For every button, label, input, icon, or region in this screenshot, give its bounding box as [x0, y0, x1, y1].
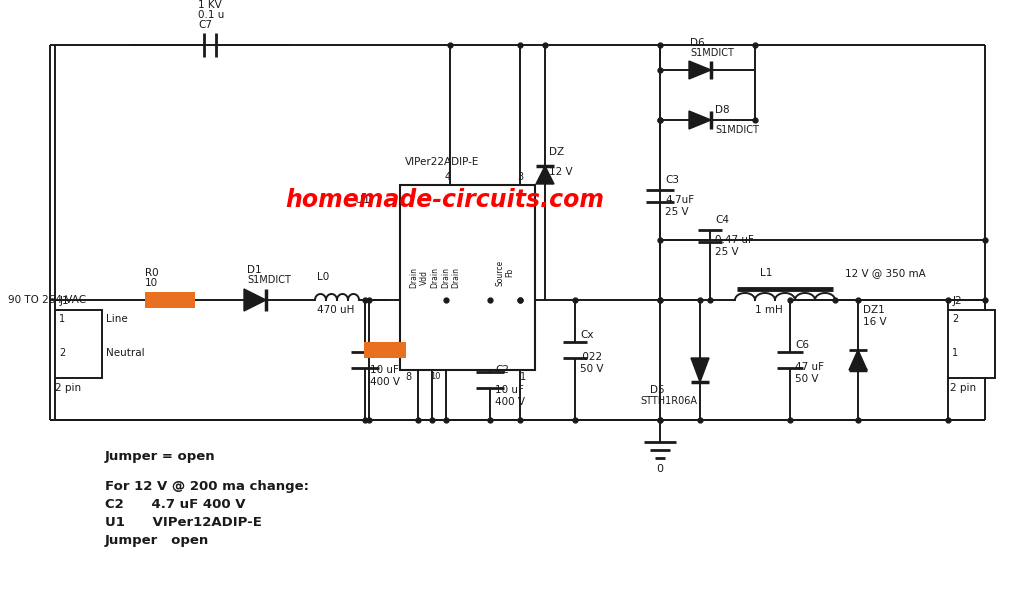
- Text: 2 pin: 2 pin: [950, 383, 976, 393]
- Bar: [400, 185, 535, 370]
- Text: Jumper = open: Jumper = open: [105, 450, 216, 463]
- Text: C4: C4: [715, 215, 729, 225]
- Text: 1 W: 1 W: [145, 298, 165, 308]
- Polygon shape: [689, 111, 711, 129]
- Text: VIPer22ADIP-E: VIPer22ADIP-E: [406, 157, 479, 167]
- Text: DZ1: DZ1: [863, 305, 885, 315]
- Polygon shape: [691, 358, 709, 382]
- Text: .022: .022: [580, 352, 603, 362]
- Text: 10 uF: 10 uF: [370, 365, 399, 375]
- Text: 16 V: 16 V: [863, 317, 887, 327]
- Text: J2: J2: [953, 296, 963, 306]
- Text: 47 uF: 47 uF: [795, 362, 824, 372]
- Text: 1: 1: [520, 372, 526, 382]
- Text: 470 uH: 470 uH: [317, 305, 354, 315]
- Text: C2      4.7 uF 400 V: C2 4.7 uF 400 V: [105, 498, 246, 511]
- Bar: [948, 310, 995, 378]
- Text: C3: C3: [665, 175, 679, 185]
- Text: STTH1R06A: STTH1R06A: [640, 396, 697, 406]
- Text: S1MDICT: S1MDICT: [715, 125, 759, 135]
- Text: 25 V: 25 V: [665, 207, 688, 217]
- Polygon shape: [244, 289, 266, 311]
- Text: Cx: Cx: [580, 330, 594, 340]
- Polygon shape: [689, 61, 711, 79]
- Text: R0: R0: [145, 268, 159, 278]
- Text: For 12 V @ 200 ma change:: For 12 V @ 200 ma change:: [105, 480, 309, 493]
- Text: 12 V @ 350 mA: 12 V @ 350 mA: [845, 268, 926, 278]
- Text: Line: Line: [106, 314, 128, 324]
- Text: Drain
Vdd
Drain
Drain
Drain: Drain Vdd Drain Drain Drain: [410, 267, 461, 288]
- Text: C7: C7: [198, 20, 212, 30]
- Text: Jumper   open: Jumper open: [105, 534, 209, 547]
- Text: 2: 2: [952, 314, 958, 324]
- Text: D5: D5: [650, 385, 665, 395]
- Bar: [145, 292, 195, 308]
- Text: homemade-circuits.com: homemade-circuits.com: [285, 188, 604, 212]
- Text: U1: U1: [355, 195, 370, 205]
- Text: 1: 1: [952, 348, 958, 358]
- Bar: [55, 310, 102, 378]
- Text: 90 TO 264 VAC: 90 TO 264 VAC: [8, 295, 86, 305]
- Text: 4: 4: [445, 172, 452, 182]
- Text: 2: 2: [59, 348, 66, 358]
- Text: 2 pin: 2 pin: [55, 383, 81, 393]
- Text: 0.47 uF: 0.47 uF: [715, 235, 754, 245]
- Text: S1MDICT: S1MDICT: [247, 275, 291, 285]
- Text: 8: 8: [406, 372, 411, 382]
- Text: 50 V: 50 V: [580, 364, 603, 374]
- Text: C6: C6: [795, 340, 809, 350]
- Text: 10 uF: 10 uF: [495, 385, 524, 395]
- Text: 25 V: 25 V: [715, 247, 738, 257]
- Bar: [364, 342, 406, 358]
- Text: D6: D6: [690, 38, 705, 48]
- Text: J1: J1: [60, 296, 70, 306]
- Polygon shape: [536, 166, 554, 184]
- Text: 10: 10: [430, 372, 440, 381]
- Text: 400 V: 400 V: [370, 377, 400, 387]
- Text: D1: D1: [247, 265, 261, 275]
- Text: 3: 3: [517, 172, 523, 182]
- Text: 0: 0: [656, 464, 663, 474]
- Text: U1      VIPer12ADIP-E: U1 VIPer12ADIP-E: [105, 516, 262, 529]
- Text: DZ: DZ: [549, 147, 564, 157]
- Text: 1: 1: [59, 314, 66, 324]
- Text: 4.7uF: 4.7uF: [665, 195, 694, 205]
- Text: L1: L1: [760, 268, 772, 278]
- Text: L0: L0: [317, 272, 330, 282]
- Text: 0.1 u: 0.1 u: [198, 10, 224, 20]
- Text: 1 KV: 1 KV: [198, 0, 222, 10]
- Text: 12 V: 12 V: [549, 167, 572, 177]
- Text: S1MDICT: S1MDICT: [690, 48, 734, 58]
- Text: C2: C2: [495, 365, 509, 375]
- Text: C1: C1: [370, 345, 384, 355]
- Polygon shape: [849, 350, 867, 370]
- Text: R1 1K: R1 1K: [409, 340, 439, 350]
- Text: D8: D8: [715, 105, 730, 115]
- Text: Neutral: Neutral: [106, 348, 144, 358]
- Text: 10: 10: [145, 278, 158, 288]
- Text: 1 mH: 1 mH: [755, 305, 782, 315]
- Text: 50 V: 50 V: [795, 374, 818, 384]
- Text: Source
Fb: Source Fb: [496, 259, 515, 285]
- Text: 400 V: 400 V: [495, 397, 525, 407]
